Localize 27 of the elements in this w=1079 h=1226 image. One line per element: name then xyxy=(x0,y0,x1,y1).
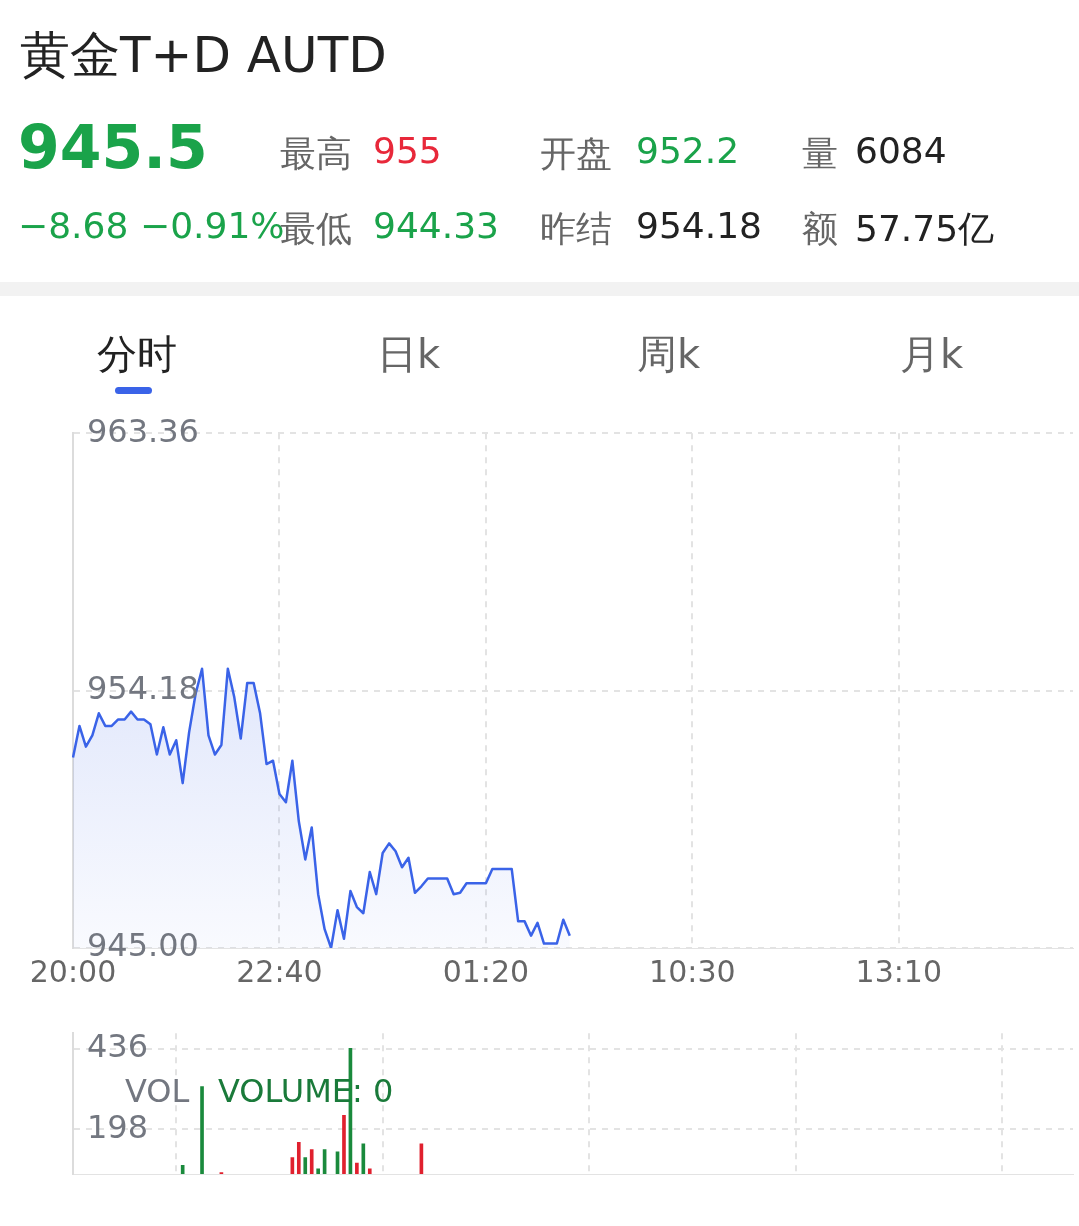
text: 952.2 xyxy=(636,130,740,171)
text: 额 xyxy=(802,207,838,251)
x-tick-label: 01:20 xyxy=(442,953,530,989)
text: 周k xyxy=(637,330,701,379)
text: 最高 xyxy=(280,132,352,176)
text: 57.75亿 xyxy=(855,207,995,251)
x-tick-label: 22:40 xyxy=(236,953,323,989)
text: 944.33 xyxy=(373,205,499,246)
text: 6084 xyxy=(855,130,947,171)
text: −8.68 xyxy=(18,205,129,246)
y-tick-label: 436 xyxy=(87,1027,149,1066)
text: 954.18 xyxy=(636,205,762,246)
text: 955 xyxy=(373,130,442,171)
text: 量 xyxy=(802,132,838,176)
text: 开盘 xyxy=(540,132,612,176)
y-tick-label: 198 xyxy=(87,1107,149,1146)
text: 945.5 xyxy=(18,112,208,182)
text: 月k xyxy=(900,330,964,379)
x-tick-label: 10:30 xyxy=(649,953,736,989)
text: 昨结 xyxy=(540,207,612,251)
annotation: VOL xyxy=(125,1071,190,1110)
text: 日k xyxy=(377,330,441,379)
chart-title: 黄金T+D AUTD xyxy=(20,25,387,86)
y-tick-label: 954.18 xyxy=(87,668,199,707)
y-tick-label: 963.36 xyxy=(87,411,199,450)
text: 分时 xyxy=(97,330,177,379)
x-tick-label: 13:10 xyxy=(855,953,943,989)
